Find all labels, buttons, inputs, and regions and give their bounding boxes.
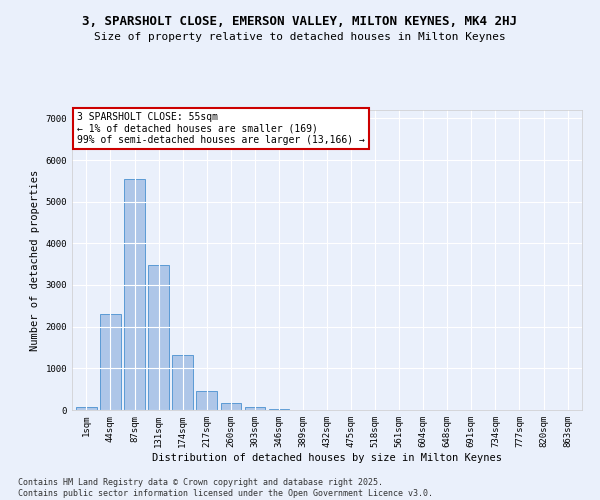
Bar [196,391,217,410]
Bar [269,409,289,410]
Bar [221,403,241,410]
Bar [76,406,97,410]
Bar [172,355,193,410]
Bar [148,266,169,410]
Y-axis label: Number of detached properties: Number of detached properties [30,170,40,350]
Text: Size of property relative to detached houses in Milton Keynes: Size of property relative to detached ho… [94,32,506,42]
Bar [245,406,265,410]
Text: 3 SPARSHOLT CLOSE: 55sqm
← 1% of detached houses are smaller (169)
99% of semi-d: 3 SPARSHOLT CLOSE: 55sqm ← 1% of detache… [77,112,365,144]
Bar [100,314,121,410]
Text: Contains HM Land Registry data © Crown copyright and database right 2025.
Contai: Contains HM Land Registry data © Crown c… [18,478,433,498]
X-axis label: Distribution of detached houses by size in Milton Keynes: Distribution of detached houses by size … [152,452,502,462]
Bar [124,179,145,410]
Text: 3, SPARSHOLT CLOSE, EMERSON VALLEY, MILTON KEYNES, MK4 2HJ: 3, SPARSHOLT CLOSE, EMERSON VALLEY, MILT… [83,15,517,28]
